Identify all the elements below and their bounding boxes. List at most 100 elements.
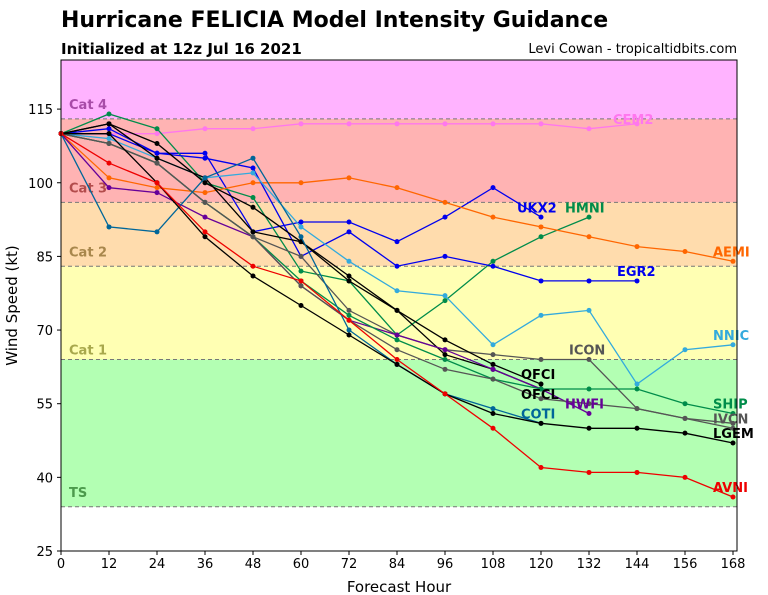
data-point xyxy=(634,278,640,284)
chart-title: Hurricane FELICIA Model Intensity Guidan… xyxy=(61,8,609,33)
data-point xyxy=(250,273,256,279)
data-point xyxy=(298,278,304,284)
data-point xyxy=(634,469,640,475)
y-axis-label: Wind Speed (kt) xyxy=(3,245,21,366)
data-point xyxy=(202,234,208,240)
data-point xyxy=(586,278,592,284)
data-point xyxy=(682,248,688,254)
data-point xyxy=(202,175,208,181)
x-tick-label: 96 xyxy=(437,557,454,572)
data-point xyxy=(682,415,688,421)
data-point xyxy=(394,332,400,338)
data-point xyxy=(106,126,112,132)
data-point xyxy=(250,204,256,210)
data-point xyxy=(538,234,544,240)
data-point xyxy=(154,229,160,235)
series-label-lgem: LGEM xyxy=(713,427,754,442)
data-point xyxy=(106,136,112,142)
x-tick-label: 12 xyxy=(101,557,118,572)
model-series xyxy=(58,111,736,500)
data-point xyxy=(154,140,160,146)
plot-frame xyxy=(60,59,738,552)
data-point xyxy=(154,160,160,166)
data-point xyxy=(202,199,208,205)
data-point xyxy=(538,396,544,402)
data-point xyxy=(202,150,208,156)
data-point xyxy=(394,357,400,363)
data-point xyxy=(682,347,688,353)
data-point xyxy=(682,401,688,407)
series-label-avni: AVNI xyxy=(713,481,748,496)
band-ts xyxy=(61,359,737,507)
x-tick-label: 132 xyxy=(577,557,602,572)
series-avni xyxy=(58,131,736,500)
series-label-cem2: CEM2 xyxy=(613,113,653,128)
data-point xyxy=(346,278,352,284)
data-point xyxy=(346,219,352,225)
y-tick-label: 55 xyxy=(36,398,53,413)
data-point xyxy=(634,121,640,127)
data-point xyxy=(538,465,544,471)
series-label-hwfi: HWFI xyxy=(565,398,604,413)
y-tick-label: 25 xyxy=(36,545,53,560)
data-point xyxy=(442,352,448,358)
data-point xyxy=(442,337,448,343)
data-point xyxy=(298,283,304,289)
data-point xyxy=(682,474,688,480)
data-point xyxy=(586,307,592,313)
data-point xyxy=(106,131,112,137)
data-point xyxy=(682,430,688,436)
series-label-egr2: EGR2 xyxy=(617,265,656,280)
data-point xyxy=(202,229,208,235)
data-point xyxy=(298,234,304,240)
x-tick-label: 108 xyxy=(481,557,506,572)
x-tick-label: 24 xyxy=(149,557,166,572)
data-point xyxy=(346,307,352,313)
category-thresholds xyxy=(61,118,737,508)
data-point xyxy=(250,170,256,176)
data-point xyxy=(154,185,160,191)
data-point xyxy=(490,258,496,264)
data-point xyxy=(442,214,448,220)
data-point xyxy=(202,126,208,132)
data-point xyxy=(634,244,640,250)
band-cat-2 xyxy=(61,202,737,267)
x-tick-label: 60 xyxy=(293,557,310,572)
x-tick-label: 48 xyxy=(245,557,262,572)
data-point xyxy=(490,185,496,191)
data-point xyxy=(490,406,496,412)
data-point xyxy=(106,121,112,127)
y-tick-label: 100 xyxy=(28,177,53,192)
data-point xyxy=(298,219,304,225)
data-point xyxy=(442,121,448,127)
data-point xyxy=(346,175,352,181)
data-point xyxy=(538,224,544,230)
data-point xyxy=(250,263,256,269)
series-label-coti: COTI xyxy=(521,408,555,423)
chart-credit: Levi Cowan - tropicaltidbits.com xyxy=(528,42,737,57)
series-label-ukx2: UKX2 xyxy=(517,201,557,216)
data-point xyxy=(586,469,592,475)
data-point xyxy=(346,312,352,318)
data-point xyxy=(730,420,736,426)
x-tick-label: 156 xyxy=(673,557,698,572)
data-point xyxy=(106,140,112,146)
data-point xyxy=(298,224,304,230)
data-point xyxy=(154,131,160,137)
data-point xyxy=(346,332,352,338)
series-label-ofci: OFCI xyxy=(521,368,555,383)
series-label-ofcl: OFCL xyxy=(521,388,559,403)
series-coti xyxy=(58,131,544,426)
data-point xyxy=(490,121,496,127)
data-point xyxy=(442,253,448,259)
data-point xyxy=(394,185,400,191)
data-point xyxy=(634,406,640,412)
data-point xyxy=(490,425,496,431)
y-tick-label: 85 xyxy=(36,250,53,265)
data-point xyxy=(538,357,544,363)
chart-subtitle: Initialized at 12z Jul 16 2021 xyxy=(61,40,302,58)
data-point xyxy=(202,180,208,186)
data-point xyxy=(346,327,352,333)
data-point xyxy=(346,317,352,323)
